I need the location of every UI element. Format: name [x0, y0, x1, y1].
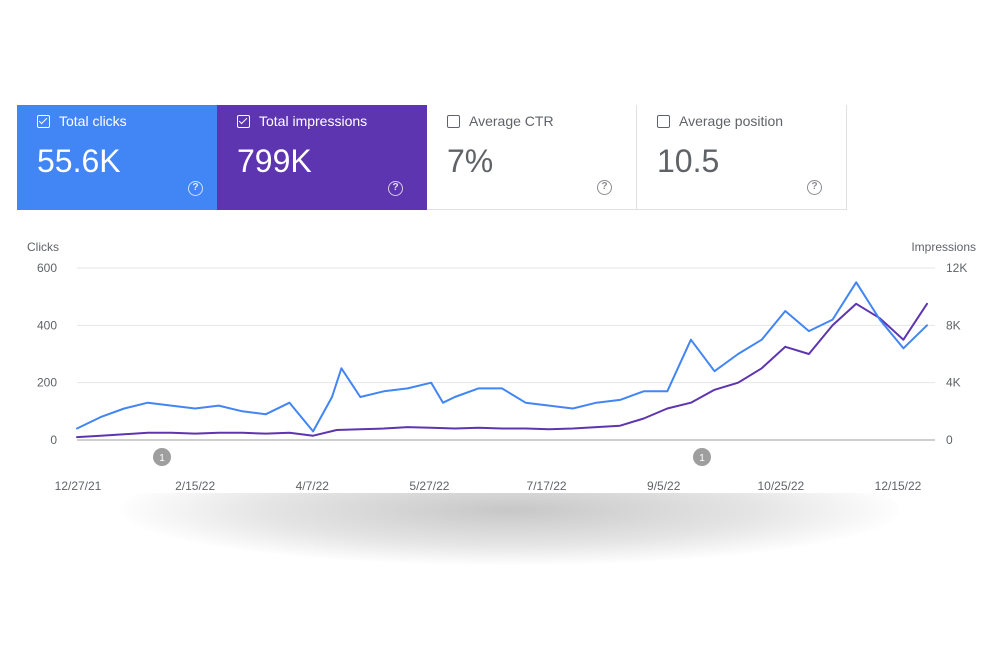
metric-value: 7%: [447, 143, 494, 179]
checkbox-unchecked-icon[interactable]: [447, 114, 460, 128]
checkbox-unchecked-icon[interactable]: [657, 114, 670, 128]
metric-label: Total clicks: [59, 113, 127, 129]
metric-header: Total impressions: [237, 113, 367, 129]
grid-lines: [77, 267, 935, 441]
help-icon[interactable]: ?: [597, 180, 612, 195]
right-axis-title: Impressions: [911, 240, 976, 254]
metric-header: Average position: [657, 113, 783, 129]
axis-labels: 600 12K 400 8K 200 4K 0 0 Clicks Impressions 12/27…: [27, 240, 976, 493]
x-tick-label: 9/5/22: [647, 479, 681, 493]
y-tick-label-right: 12K: [946, 261, 967, 275]
performance-card: Total clicks 55.6K ? Total impressions 7…: [17, 105, 981, 493]
metric-tile-average-position[interactable]: Average position 10.5 ?: [637, 105, 847, 210]
x-tick-label: 5/27/22: [409, 479, 449, 493]
y-tick-label-left: 0: [50, 433, 57, 447]
y-tick-label-right: 0: [946, 433, 953, 447]
metric-tile-total-impressions[interactable]: Total impressions 799K ?: [217, 105, 427, 210]
metric-tile-average-ctr[interactable]: Average CTR 7% ?: [427, 105, 637, 210]
clicks-series-line: [76, 281, 928, 433]
y-tick-label-right: 4K: [946, 376, 961, 390]
help-icon[interactable]: ?: [388, 181, 403, 196]
metric-header: Average CTR: [447, 113, 554, 129]
help-icon[interactable]: ?: [188, 181, 203, 196]
annotation-marker-label: 1: [699, 453, 705, 464]
metric-header: Total clicks: [37, 113, 127, 129]
annotation-marker: [693, 448, 711, 466]
metric-value: 799K: [237, 143, 312, 179]
metric-label: Average position: [679, 113, 784, 129]
series-lines: [76, 281, 928, 439]
metric-label: Average CTR: [469, 113, 554, 129]
x-tick-label: 12/15/22: [875, 479, 922, 493]
x-tick-label: 12/27/21: [55, 479, 102, 493]
metric-value: 10.5: [657, 143, 720, 179]
metric-tile-total-clicks[interactable]: Total clicks 55.6K ?: [17, 105, 227, 210]
left-axis-title: Clicks: [27, 240, 59, 254]
y-tick-label-left: 600: [37, 261, 57, 275]
impressions-series-line: [76, 302, 928, 439]
x-tick-label: 10/25/22: [757, 479, 804, 493]
y-tick-label-right: 8K: [946, 318, 961, 332]
annotation-marker-label: 1: [159, 453, 165, 464]
checkbox-checked-icon[interactable]: [237, 114, 250, 128]
y-tick-label-left: 200: [37, 376, 57, 390]
x-tick-label: 4/7/22: [296, 479, 330, 493]
x-tick-label: 7/17/22: [527, 479, 567, 493]
help-icon[interactable]: ?: [807, 180, 822, 195]
y-tick-label-left: 400: [37, 318, 57, 332]
metric-value: 55.6K: [37, 143, 121, 179]
annotation-marker: [153, 448, 171, 466]
x-tick-label: 2/15/22: [175, 479, 215, 493]
metric-label: Total impressions: [259, 113, 368, 129]
checkbox-checked-icon[interactable]: [37, 114, 50, 128]
